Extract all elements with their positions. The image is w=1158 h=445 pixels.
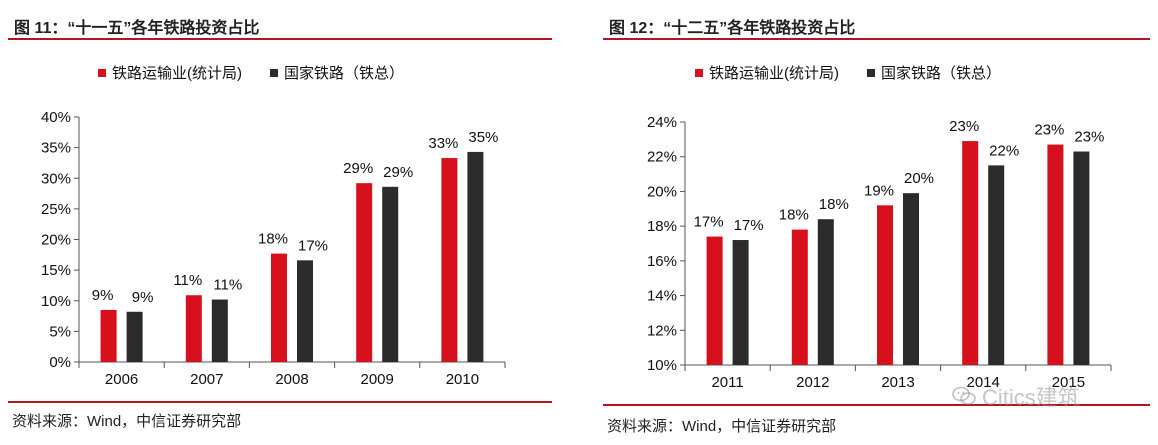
data-label: 17% [734, 217, 764, 234]
y-tick-label: 35% [41, 140, 71, 157]
chart-title: 图 11：“十一五”各年铁路投资占比 [14, 20, 260, 37]
y-tick-label: 22% [647, 149, 677, 166]
bar-series-1 [271, 253, 287, 362]
legend-label: 铁路运输业(统计局) [112, 65, 242, 82]
legend: 铁路运输业(统计局) 国家铁路（铁总） [98, 62, 432, 83]
bar-series-1 [962, 141, 979, 365]
watermark-text: Citics建筑 [982, 385, 1080, 410]
source-note: 资料来源：Wind，中信证券研究部 [12, 413, 242, 430]
bar-series-2 [211, 299, 228, 362]
source-note: 资料来源：Wind，中信证券研究部 [607, 418, 837, 435]
y-tick-label: 18% [647, 218, 677, 235]
bar-series-1 [706, 236, 723, 365]
y-tick-label: 10% [41, 293, 71, 310]
bar-series-1 [441, 158, 458, 362]
y-tick-label: 25% [41, 201, 71, 218]
x-tick-label: 2012 [796, 374, 829, 391]
bar-series-2 [126, 311, 143, 362]
bar-series-1 [356, 183, 373, 362]
data-label: 29% [383, 164, 413, 181]
bar-series-1 [877, 205, 893, 365]
source-rule [8, 401, 552, 403]
wechat-icon [952, 386, 976, 405]
legend-swatch-black [867, 68, 875, 77]
x-tick-label: 2009 [361, 371, 394, 388]
data-label: 11% [213, 277, 242, 294]
legend-label: 国家铁路（铁总） [284, 65, 405, 82]
x-tick-label: 2013 [881, 374, 914, 391]
bar-series-2 [382, 186, 399, 362]
title-rule [603, 38, 1150, 40]
legend-item-series-2: 国家铁路（铁总） [867, 62, 1001, 83]
legend-item-series-1: 铁路运输业(统计局) [695, 62, 839, 83]
bar-series-2 [1073, 151, 1090, 365]
x-tick-label: 2006 [105, 371, 138, 388]
legend-item-series-1: 铁路运输业(统计局) [98, 62, 242, 83]
x-tick-label: 2010 [446, 371, 479, 388]
y-tick-label: 20% [41, 232, 71, 249]
watermark: Citics建筑 [952, 380, 1080, 412]
data-label: 23% [949, 118, 979, 135]
bar-chart-right: 10% 12% 14% 16% 18% 20% 22% 24% 2011 17% 17% 2012 18… [647, 114, 1112, 391]
data-label: 9% [132, 289, 154, 306]
chart-title: 图 12：“十二五”各年铁路投资占比 [609, 20, 856, 37]
legend-swatch-red [695, 68, 703, 77]
data-label: 22% [989, 142, 1019, 159]
data-label: 18% [819, 196, 849, 213]
y-tick-label: 12% [647, 322, 677, 339]
bar-series-1 [1047, 144, 1064, 365]
bar-series-2 [817, 219, 834, 365]
data-label: 33% [428, 135, 458, 152]
chart-panel-right: 图 12：“十二五”各年铁路投资占比 铁路运输业(统计局) 国家铁路（铁总） 1… [603, 0, 1150, 445]
x-tick-label: 2014 [967, 374, 1000, 391]
bar-series-2 [297, 260, 313, 362]
data-label: 17% [298, 237, 328, 254]
legend-item-series-2: 国家铁路（铁总） [270, 62, 404, 83]
bar-series-1 [185, 295, 202, 362]
data-label: 20% [904, 170, 934, 187]
data-label: 23% [1074, 129, 1104, 146]
y-tick-label: 15% [41, 262, 71, 279]
data-label: 29% [343, 160, 373, 177]
y-tick-label: 10% [647, 357, 677, 374]
data-label: 23% [1034, 122, 1064, 139]
data-label: 18% [779, 207, 809, 224]
chart-panel-left: 图 11：“十一五”各年铁路投资占比 铁路运输业(统计局) 国家铁路（铁总） 0… [8, 0, 552, 445]
bar-chart-left: 0% 5% 10% 15% 20% 25% 30% 35% 40% 2006 9% 9% 2007 11%… [41, 109, 506, 388]
bar-series-2 [988, 165, 1005, 365]
bar-series-2 [467, 151, 484, 362]
bar-series-1 [791, 229, 808, 365]
y-tick-label: 24% [647, 114, 677, 131]
data-label: 17% [694, 214, 724, 231]
data-label: 9% [92, 287, 114, 304]
y-tick-label: 30% [41, 170, 71, 187]
data-label: 19% [864, 182, 894, 199]
x-tick-label: 2008 [275, 371, 308, 388]
x-tick-label: 2011 [711, 374, 743, 391]
y-tick-label: 14% [647, 288, 677, 305]
bar-series-1 [100, 309, 117, 362]
legend-swatch-black [270, 68, 278, 77]
y-tick-label: 20% [647, 183, 677, 200]
data-label: 35% [468, 129, 498, 146]
x-tick-label: 2015 [1052, 374, 1085, 391]
bar-series-2 [903, 193, 919, 365]
y-tick-label: 16% [647, 253, 677, 270]
source-rule [603, 404, 1150, 406]
title-rule [8, 38, 552, 40]
data-label: 11% [173, 272, 202, 289]
legend-swatch-red [98, 68, 106, 77]
data-label: 18% [258, 231, 288, 248]
y-tick-label: 0% [49, 354, 71, 371]
legend-label: 国家铁路（铁总） [881, 65, 1002, 82]
y-tick-label: 40% [41, 109, 71, 126]
legend-label: 铁路运输业(统计局) [709, 65, 839, 82]
y-tick-label: 5% [49, 323, 71, 340]
legend: 铁路运输业(统计局) 国家铁路（铁总） [695, 62, 1029, 83]
x-tick-label: 2007 [190, 371, 223, 388]
bar-series-2 [732, 240, 749, 365]
